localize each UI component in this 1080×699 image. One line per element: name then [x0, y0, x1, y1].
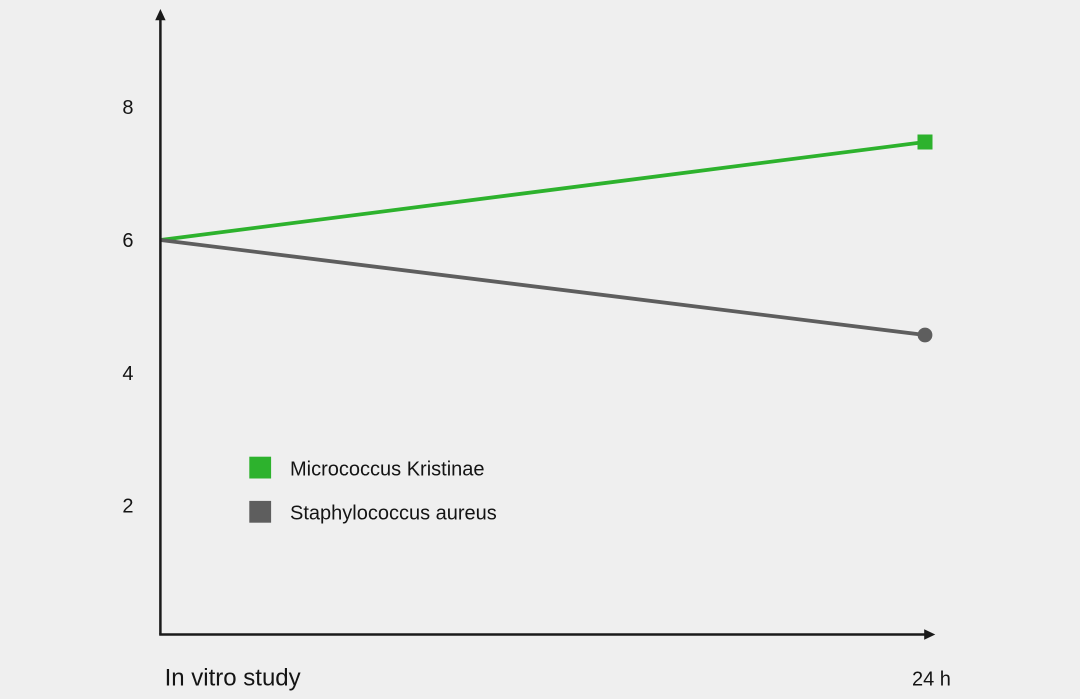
svg-text:4: 4: [122, 363, 133, 385]
svg-text:24 h: 24 h: [912, 669, 951, 691]
svg-text:8: 8: [122, 97, 133, 119]
svg-text:Micrococcus Kristinae: Micrococcus Kristinae: [290, 459, 485, 481]
svg-text:6: 6: [122, 230, 133, 252]
svg-text:2: 2: [122, 496, 133, 518]
svg-text:In vitro study: In vitro study: [165, 664, 301, 691]
svg-text:Staphylococcus aureus: Staphylococcus aureus: [290, 503, 497, 525]
